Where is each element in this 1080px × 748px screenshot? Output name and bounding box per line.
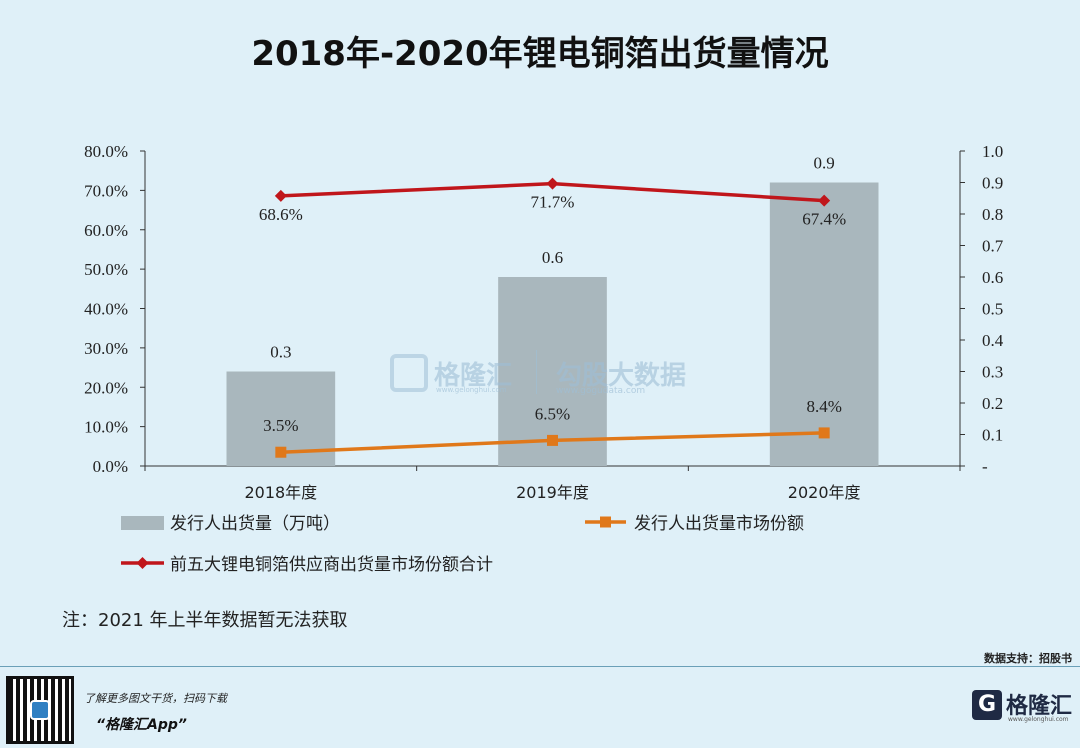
right-tick-label: 0.4 xyxy=(982,331,1004,350)
point-marker xyxy=(818,427,830,439)
left-tick-label: 50.0% xyxy=(84,260,128,279)
data-labels: 0.3 0.6 0.9 68.6% 71.7% 67.4% 3.5% 6.5% 8.4% xyxy=(259,154,846,436)
point-marker xyxy=(274,189,287,202)
right-tick-label: 0.1 xyxy=(982,426,1003,445)
promo-line: 了解更多图文干货，扫码下载 xyxy=(84,692,227,705)
data-source: 数据支持：招股书 xyxy=(984,652,1072,665)
bar-data-label: 0.3 xyxy=(270,343,291,362)
x-tick-label: 2020年度 xyxy=(788,483,861,502)
legend-label: 发行人出货量市场份额 xyxy=(634,514,804,534)
line-data-label: 71.7% xyxy=(531,193,575,212)
left-tick-label: 60.0% xyxy=(84,221,128,240)
point-marker xyxy=(547,434,558,446)
right-tick-label: 0.7 xyxy=(982,237,1004,256)
point-marker xyxy=(275,446,287,458)
watermark-partner-sub: www.gogudata.com xyxy=(556,386,646,396)
legend-swatch-bar xyxy=(121,516,164,530)
right-tick-label: 1.0 xyxy=(982,142,1003,161)
left-tick-label: 10.0% xyxy=(84,418,128,437)
point-marker xyxy=(818,194,831,207)
right-tick-label: 0.6 xyxy=(982,268,1003,287)
brand-logo-text: 格隆汇 xyxy=(1006,694,1073,719)
x-tick-label: 2018年度 xyxy=(244,483,317,502)
bar xyxy=(769,182,879,466)
x-tick-label: 2019年度 xyxy=(516,483,589,502)
brand-logo-icon: G xyxy=(972,690,1002,720)
watermark-partner: 勾股大数据 xyxy=(556,361,687,391)
right-tick-label: 0.2 xyxy=(982,394,1003,413)
brand-logo-sub: www.gelonghui.com xyxy=(1008,716,1069,723)
promo-app-name: “格隆汇App” xyxy=(96,717,187,733)
right-tick-label: 0.3 xyxy=(982,363,1003,382)
left-tick-label: 0.0% xyxy=(93,457,128,476)
bar-data-label: 0.6 xyxy=(542,248,563,267)
bar-data-label: 0.9 xyxy=(814,154,835,173)
bar-series xyxy=(226,182,879,466)
watermark-divider xyxy=(536,350,537,394)
chart: 0.0% 10.0% 20.0% 30.0% 40.0% 50.0% 60.0% 70.0% 8… xyxy=(84,142,1004,575)
left-tick-label: 20.0% xyxy=(84,378,128,397)
line-data-label: 6.5% xyxy=(535,404,570,423)
watermark-brand: 格隆汇 xyxy=(434,361,513,391)
legend-label: 前五大锂电铜箔供应商出货量市场份额合计 xyxy=(170,555,493,575)
line-data-label: 67.4% xyxy=(802,210,846,229)
left-tick-label: 70.0% xyxy=(84,181,128,200)
left-tick-label: 40.0% xyxy=(84,300,128,319)
right-tick-label: 0.8 xyxy=(982,205,1003,224)
footer-divider xyxy=(0,666,1080,667)
line-data-label: 8.4% xyxy=(806,397,841,416)
legend-swatch-marker xyxy=(136,557,149,569)
line-series xyxy=(274,177,831,458)
qr-logo-icon xyxy=(30,700,50,720)
right-tick-label: - xyxy=(982,457,988,476)
line-data-label: 68.6% xyxy=(259,205,303,224)
watermark-brand-sub: www.gelonghui.com xyxy=(436,386,507,394)
footnote: 注：2021 年上半年数据暂无法获取 xyxy=(62,610,348,631)
point-marker xyxy=(546,177,559,190)
chart-title: 2018年-2020年锂电铜箔出货量情况 xyxy=(251,34,829,74)
watermark-logo-icon xyxy=(390,354,428,392)
line-data-label: 3.5% xyxy=(263,416,298,435)
bar xyxy=(498,277,607,466)
left-tick-label: 30.0% xyxy=(84,339,128,358)
right-tick-label: 0.5 xyxy=(982,300,1003,319)
legend-label: 发行人出货量（万吨） xyxy=(170,514,340,534)
legend-swatch-marker xyxy=(600,516,611,528)
left-tick-label: 80.0% xyxy=(84,142,128,161)
right-tick-label: 0.9 xyxy=(982,174,1003,193)
